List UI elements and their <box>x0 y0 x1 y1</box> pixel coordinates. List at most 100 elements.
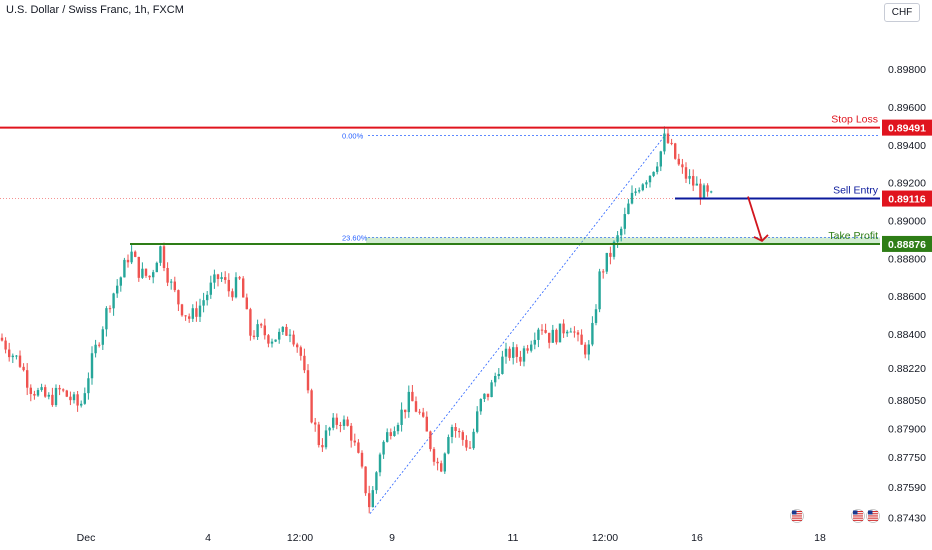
candle-body <box>432 449 436 462</box>
candle-body <box>191 308 194 319</box>
fib-retracement: 0.00% 23.60% <box>0 131 880 514</box>
candle-body <box>83 393 86 404</box>
candle-body <box>692 176 695 186</box>
candle-body <box>612 241 616 257</box>
candle-body <box>591 322 594 345</box>
candle-body <box>663 133 666 152</box>
fib-level-label: 23.60% <box>342 234 368 243</box>
candle-body <box>155 262 158 273</box>
candle-body <box>260 324 263 326</box>
price-tag-text: 0.89491 <box>888 123 926 135</box>
candle-body <box>630 192 634 204</box>
arrow-head <box>753 234 769 243</box>
candle-body <box>616 235 619 242</box>
candle-body <box>386 432 389 442</box>
candle-body <box>335 417 338 425</box>
candle-body <box>468 447 472 449</box>
candle-body <box>108 308 112 310</box>
candle-body <box>695 183 698 186</box>
candle-body <box>8 349 11 358</box>
candle-body <box>627 203 630 215</box>
candle-body <box>245 297 248 310</box>
flag-canton <box>792 510 797 515</box>
candle-body <box>666 133 670 143</box>
candle-body <box>652 171 655 176</box>
candle-body <box>281 326 284 332</box>
event-icons <box>790 509 880 523</box>
y-tick-label: 0.87590 <box>888 482 926 494</box>
candle-body <box>162 246 166 268</box>
candle-body <box>29 387 32 394</box>
candle-body <box>710 191 713 193</box>
candle-body <box>267 335 270 344</box>
us-flag-icon <box>851 509 865 523</box>
candle-body <box>674 143 677 159</box>
candle-body <box>576 332 580 335</box>
candle-body <box>404 409 407 413</box>
x-tick-label: 12:00 <box>592 532 618 544</box>
candle-body <box>274 339 277 342</box>
candle-body <box>551 329 554 343</box>
candle-body <box>47 394 50 397</box>
candle-body <box>252 335 256 338</box>
candle-body <box>479 399 482 412</box>
flag-stripe <box>792 517 802 519</box>
candle-body <box>396 424 400 432</box>
candle-body <box>278 331 281 340</box>
y-tick-label: 0.88400 <box>888 329 926 341</box>
candle-body <box>198 305 202 317</box>
flag-stripe <box>868 517 878 519</box>
level-label: Take Profit <box>828 230 878 242</box>
flag-canton <box>853 510 858 515</box>
time-axis[interactable]: Dec 4 12:00 9 11 12:00 16 18 <box>77 532 826 544</box>
candle-body <box>216 274 220 280</box>
candle-body <box>314 422 317 425</box>
fib-trendline <box>369 135 666 514</box>
candle-body <box>702 185 706 198</box>
candle-body <box>450 427 454 438</box>
candle-body <box>357 442 360 453</box>
candle-body <box>670 142 673 144</box>
currency-selector[interactable]: CHF <box>884 3 920 22</box>
candle-body <box>173 281 176 291</box>
candle-body <box>231 291 234 298</box>
candle-body <box>659 151 662 167</box>
x-tick-label: 18 <box>814 532 826 544</box>
candle-body <box>137 256 140 278</box>
candle-body <box>594 309 598 323</box>
candle-body <box>562 323 565 334</box>
candle-body <box>497 373 500 377</box>
fib-zone <box>366 237 880 244</box>
y-tick-label: 0.89000 <box>888 215 926 227</box>
candle-body <box>33 393 36 396</box>
flag-stripe <box>868 519 878 521</box>
candle-body <box>512 347 515 358</box>
candle-body <box>483 393 486 400</box>
candle-body <box>342 419 346 426</box>
candle-body <box>393 431 396 436</box>
flag-stripe <box>853 519 863 521</box>
candle-body <box>324 430 328 448</box>
candle-body <box>144 268 148 276</box>
candle-body <box>270 341 274 344</box>
level-label: Sell Entry <box>833 185 879 197</box>
candle-body <box>98 344 101 346</box>
y-tick-label: 0.89800 <box>888 64 926 76</box>
candle-body <box>620 228 623 236</box>
candle-body <box>51 394 54 406</box>
candle-body <box>605 252 608 272</box>
x-tick-label: 9 <box>389 532 395 544</box>
x-tick-label: 12:00 <box>287 532 313 544</box>
price-axis[interactable]: 0.89800 0.89600 0.89400 0.89200 0.89000 0.888… <box>888 64 926 524</box>
flag-stripe <box>792 519 802 521</box>
x-tick-label: 16 <box>691 532 703 544</box>
flag-stripe <box>868 511 878 513</box>
fib-level-label: 0.00% <box>342 131 364 140</box>
candle-body <box>490 382 493 398</box>
candle-body <box>425 416 428 432</box>
candle-body <box>80 403 83 406</box>
candles <box>0 126 713 514</box>
candle-body <box>148 275 151 278</box>
candle-body <box>58 387 61 390</box>
